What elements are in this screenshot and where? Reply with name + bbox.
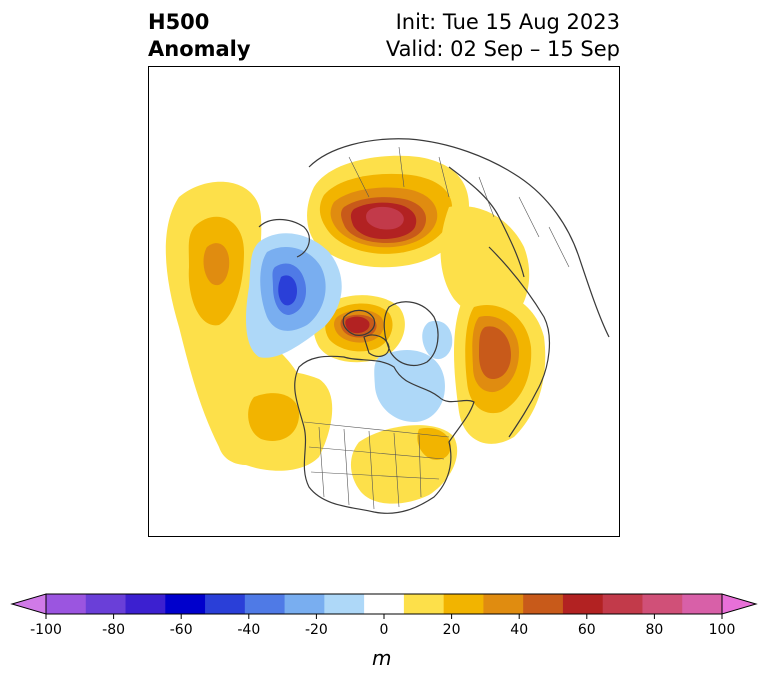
coast-eurasia bbox=[308, 138, 610, 338]
colorbar-tick-label: 0 bbox=[380, 622, 389, 638]
colorbar-swatches bbox=[10, 593, 758, 615]
colorbar-ticks: -100 -80 -60 -40 -20 0 20 40 60 80 100 bbox=[30, 614, 735, 638]
colorbar-tick-label: 100 bbox=[709, 622, 736, 638]
border-states bbox=[308, 426, 445, 510]
coast-europe bbox=[488, 246, 550, 438]
forecast-info: Init: Tue 15 Aug 2023 Valid: 02 Sep – 15… bbox=[386, 9, 620, 63]
colorbar-swatch bbox=[244, 594, 286, 614]
colorbar-swatch bbox=[642, 594, 683, 614]
colorbar-tick-label: 60 bbox=[578, 622, 596, 638]
colorbar-unit-label: m bbox=[372, 646, 392, 670]
colorbar-swatch bbox=[165, 594, 206, 614]
anomaly-atlantic-positive-50 bbox=[479, 326, 511, 379]
colorbar-swatch bbox=[85, 594, 127, 614]
colorbar-swatch bbox=[125, 594, 166, 614]
map-title: H500 Anomaly bbox=[148, 9, 251, 63]
anomaly-arctic-positive-70 bbox=[366, 206, 404, 230]
coast-arctic-islands bbox=[342, 309, 390, 357]
colorbar-swatch bbox=[523, 594, 564, 614]
colorbar: -100 -80 -60 -40 -20 0 20 40 60 80 100 bbox=[10, 593, 758, 638]
colorbar-swatch bbox=[403, 594, 445, 614]
border-us-canada bbox=[303, 421, 450, 438]
anomaly-west-negative-40 bbox=[278, 275, 297, 306]
map-canvas bbox=[165, 138, 610, 514]
colorbar-extend-max bbox=[721, 593, 758, 615]
colorbar-tick-label: 20 bbox=[443, 622, 461, 638]
title-type: Anomaly bbox=[148, 37, 251, 61]
colorbar-swatch bbox=[205, 594, 246, 614]
coast-greenland bbox=[383, 301, 439, 366]
borders bbox=[303, 146, 570, 510]
colorbar-swatch bbox=[324, 594, 365, 614]
coast-north-america bbox=[294, 355, 475, 514]
colorbar-tick-label: 80 bbox=[645, 622, 663, 638]
colorbar-tick-label: -40 bbox=[237, 622, 260, 638]
colorbar-tick-label: 40 bbox=[510, 622, 528, 638]
border-eurasia bbox=[348, 146, 570, 268]
colorbar-swatch bbox=[284, 594, 325, 614]
colorbar-swatch bbox=[682, 594, 723, 614]
colorbar-swatch bbox=[443, 594, 484, 614]
colorbar-tick-label: -100 bbox=[30, 622, 62, 638]
valid-period: Valid: 02 Sep – 15 Sep bbox=[385, 37, 620, 61]
anomaly-pacific-south-positive-30 bbox=[248, 393, 300, 441]
colorbar-swatch bbox=[562, 594, 604, 614]
anomaly-europe-positive-20 bbox=[440, 206, 530, 322]
anomaly-greenland-positive-60 bbox=[345, 316, 370, 334]
colorbar-swatch bbox=[602, 594, 643, 614]
coast-alaska bbox=[258, 218, 310, 258]
colorbar-swatch bbox=[364, 594, 405, 614]
anomaly-east-negative-10 bbox=[374, 349, 445, 422]
colorbar-tick-label: -60 bbox=[170, 622, 193, 638]
colorbar-tick-label: -80 bbox=[102, 622, 125, 638]
anomaly-pacific-positive-40 bbox=[203, 243, 230, 286]
colorbar-swatch bbox=[483, 594, 524, 614]
title-field: H500 bbox=[148, 10, 210, 34]
polar-map bbox=[148, 66, 620, 537]
colorbar-swatch bbox=[46, 594, 87, 614]
colorbar-extend-min bbox=[10, 593, 47, 615]
colorbar-tick-label: -20 bbox=[305, 622, 328, 638]
anomaly-eastus-positive-30 bbox=[417, 427, 451, 460]
coastlines bbox=[258, 138, 610, 514]
init-time: Init: Tue 15 Aug 2023 bbox=[395, 10, 620, 34]
